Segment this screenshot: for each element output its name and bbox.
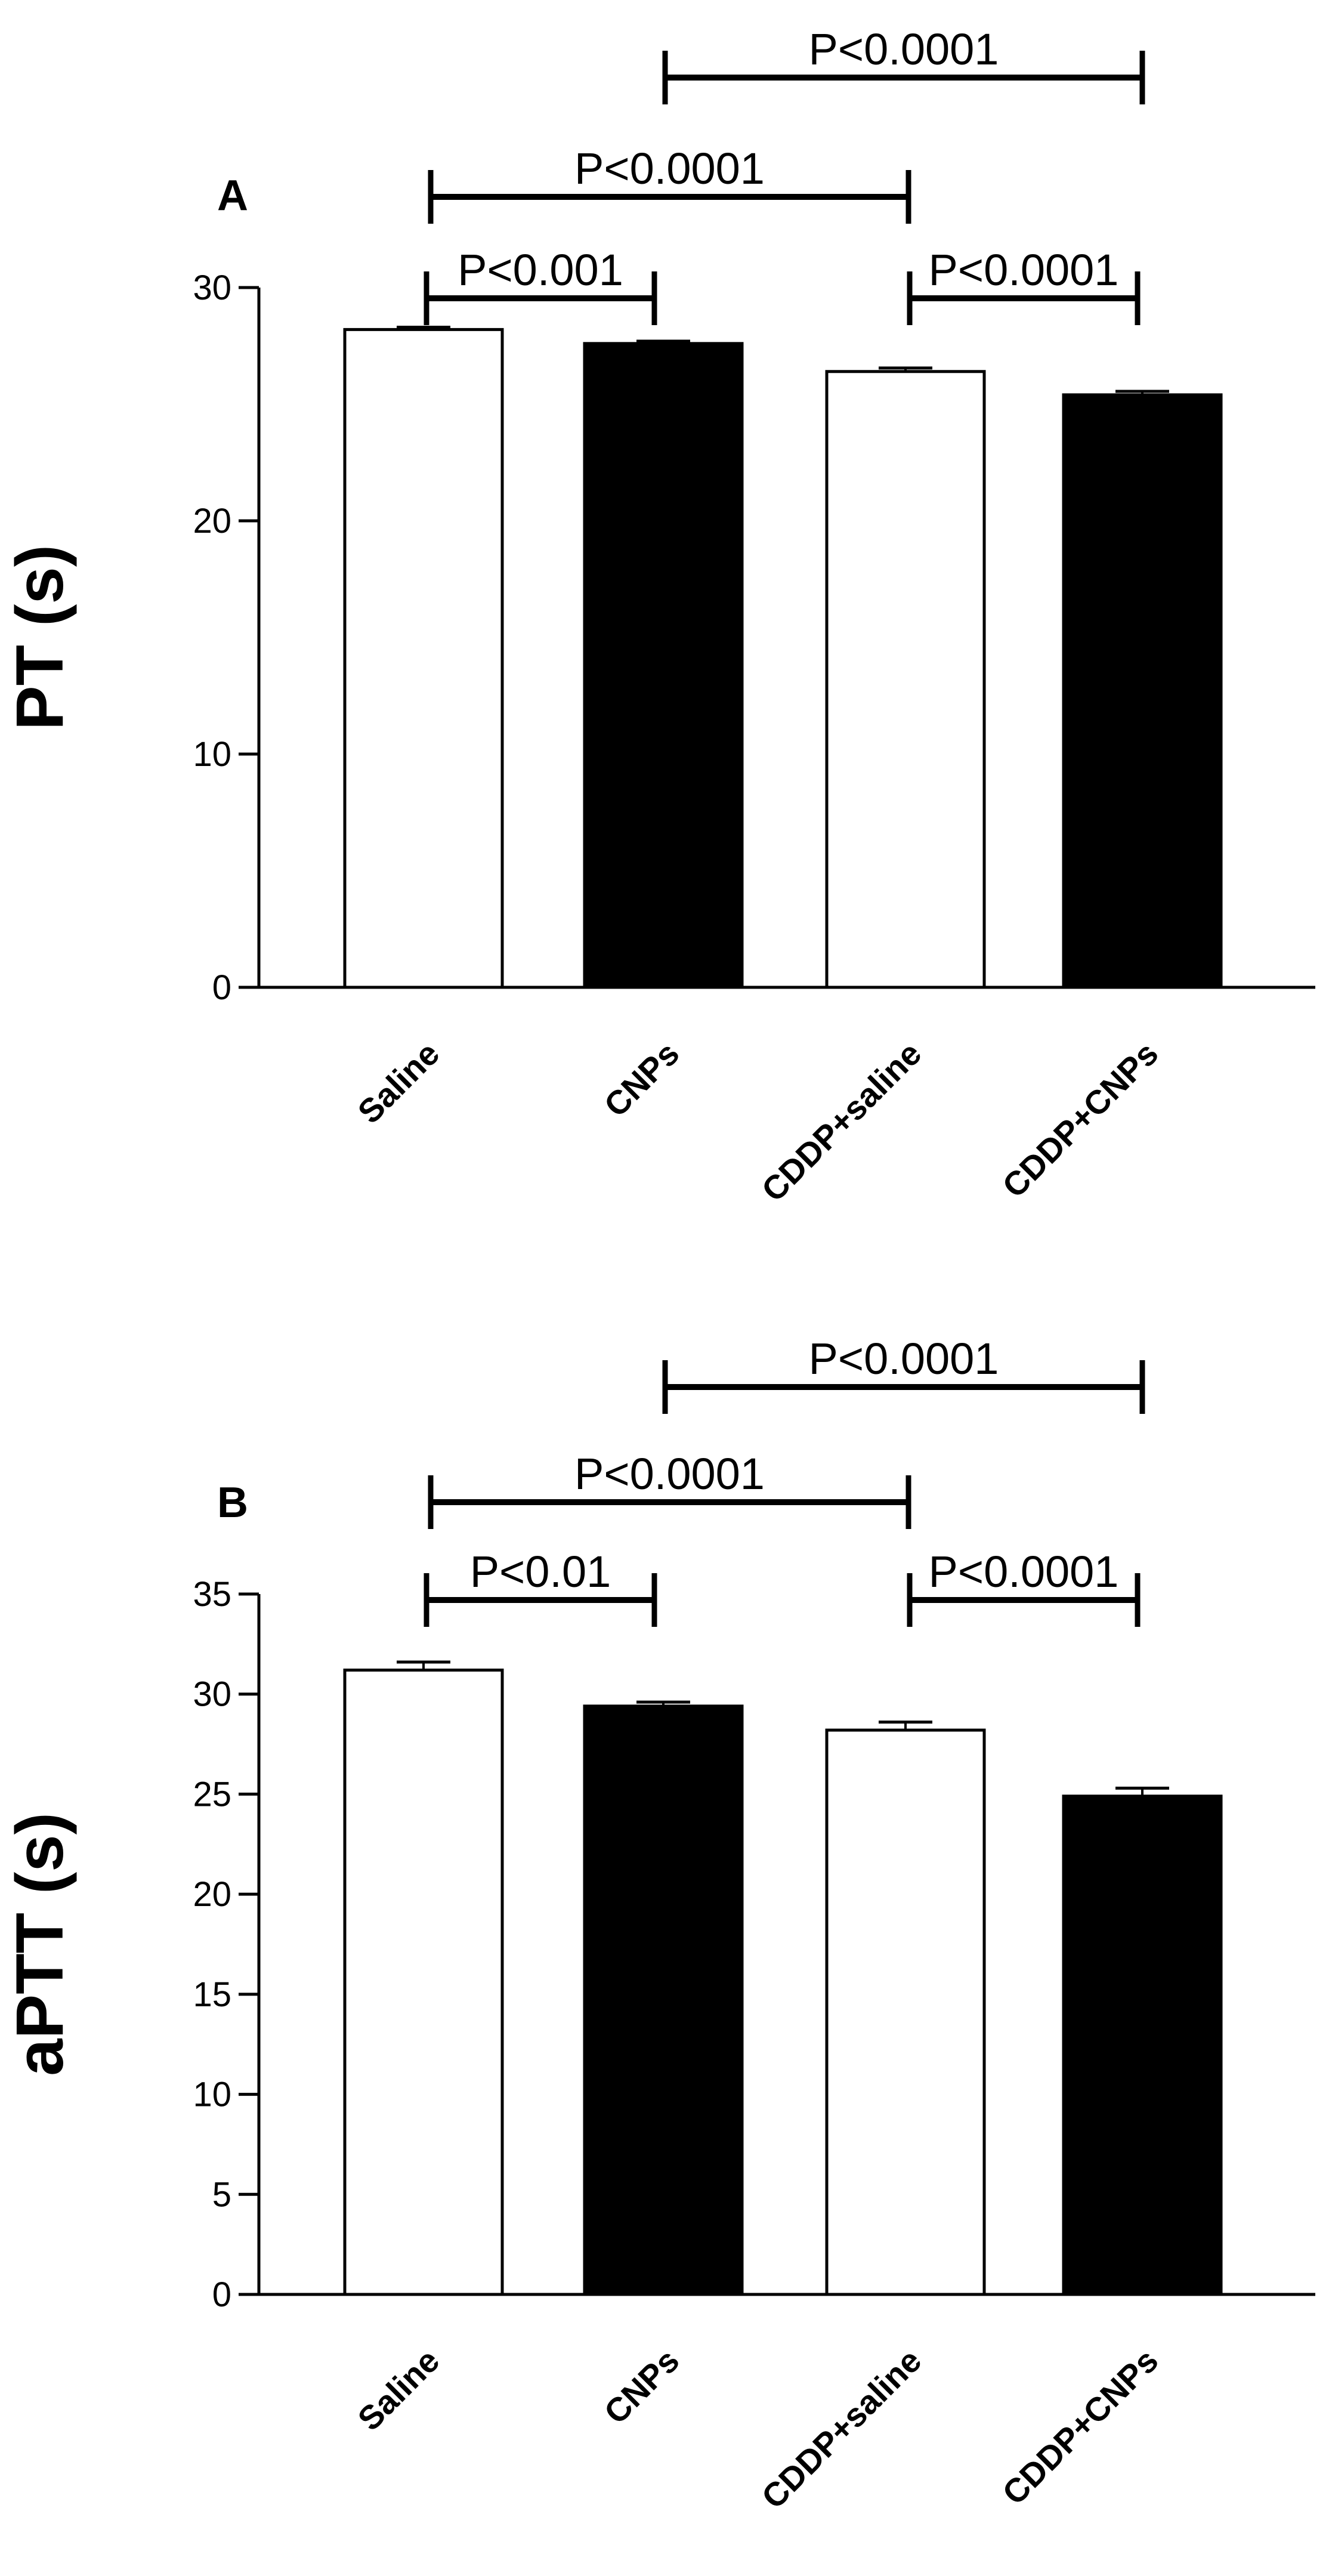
y-axis-title: aPTT (s) (2, 1812, 77, 2076)
y-tick-label: 10 (193, 2075, 231, 2114)
significance-bracket: P<0.0001 (907, 1547, 1141, 1627)
y-tick-label: 30 (193, 268, 231, 307)
y-tick-label: 30 (193, 1675, 231, 1714)
significance-label: P<0.0001 (574, 144, 765, 193)
bar-1 (583, 342, 744, 989)
y-tick-label: 15 (193, 1975, 231, 2014)
y-tick-label: 0 (212, 968, 231, 1007)
panel-label: B (217, 1479, 248, 1527)
y-axis-title: PT (s) (2, 545, 77, 730)
significance-bracket: P<0.0001 (662, 24, 1145, 104)
bar-2 (825, 1728, 986, 2296)
bar-3 (1062, 393, 1223, 989)
significance-bracket: P<0.001 (424, 245, 657, 325)
y-tick-label: 20 (193, 1875, 231, 1914)
significance-label: P<0.0001 (809, 1334, 999, 1383)
significance-label: P<0.0001 (929, 1547, 1119, 1596)
significance-bracket: P<0.0001 (907, 245, 1141, 325)
significance-label: P<0.01 (470, 1547, 611, 1596)
panel-label: A (217, 172, 248, 220)
bar-3 (1062, 1794, 1223, 2296)
y-tick-label: 25 (193, 1775, 231, 1814)
significance-bracket: P<0.0001 (428, 1449, 911, 1529)
significance-bracket: P<0.0001 (662, 1334, 1145, 1414)
significance-label: P<0.001 (458, 245, 623, 295)
y-tick-label: 20 (193, 502, 231, 540)
bar-0 (343, 328, 504, 989)
y-tick-label: 5 (212, 2175, 231, 2214)
significance-bracket: P<0.01 (424, 1547, 657, 1627)
y-tick-label: 10 (193, 735, 231, 774)
y-tick-label: 0 (212, 2275, 231, 2314)
bar-1 (583, 1704, 744, 2296)
y-tick-label: 35 (193, 1575, 231, 1614)
significance-label: P<0.0001 (929, 245, 1119, 295)
significance-bracket: P<0.0001 (428, 144, 911, 224)
significance-label: P<0.0001 (809, 24, 999, 74)
significance-label: P<0.0001 (574, 1449, 765, 1499)
bar-0 (343, 1668, 504, 2296)
bar-2 (825, 370, 986, 989)
